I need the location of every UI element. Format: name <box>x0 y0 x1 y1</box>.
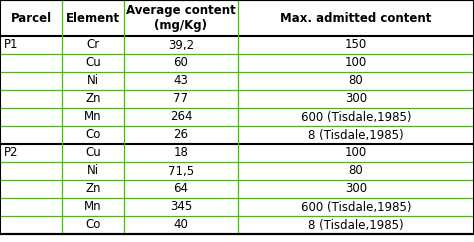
Text: Cu: Cu <box>85 146 101 159</box>
Text: Parcel: Parcel <box>10 12 52 24</box>
Text: 100: 100 <box>345 146 367 159</box>
Text: 40: 40 <box>173 219 189 232</box>
Text: 26: 26 <box>173 129 189 142</box>
Text: P2: P2 <box>4 146 18 159</box>
Text: Mn: Mn <box>84 111 102 123</box>
Text: 77: 77 <box>173 92 189 106</box>
Text: 71,5: 71,5 <box>168 165 194 177</box>
Text: Max. admitted content: Max. admitted content <box>280 12 432 24</box>
Text: Cu: Cu <box>85 56 101 69</box>
Text: Co: Co <box>85 129 100 142</box>
Text: 600 (Tisdale,1985): 600 (Tisdale,1985) <box>301 111 411 123</box>
Text: 300: 300 <box>345 92 367 106</box>
Text: Co: Co <box>85 219 100 232</box>
Text: Ni: Ni <box>87 75 99 88</box>
Text: 8 (Tisdale,1985): 8 (Tisdale,1985) <box>308 129 404 142</box>
Text: 39,2: 39,2 <box>168 38 194 52</box>
Text: Zn: Zn <box>85 182 101 196</box>
Text: 300: 300 <box>345 182 367 196</box>
Text: 8 (Tisdale,1985): 8 (Tisdale,1985) <box>308 219 404 232</box>
Text: 345: 345 <box>170 201 192 213</box>
Text: 18: 18 <box>173 146 189 159</box>
Text: 80: 80 <box>348 75 364 88</box>
Text: Mn: Mn <box>84 201 102 213</box>
Text: 64: 64 <box>173 182 189 196</box>
Text: 150: 150 <box>345 38 367 52</box>
Text: 100: 100 <box>345 56 367 69</box>
Text: Element: Element <box>66 12 120 24</box>
Text: 600 (Tisdale,1985): 600 (Tisdale,1985) <box>301 201 411 213</box>
Text: P1: P1 <box>4 38 18 52</box>
Text: 80: 80 <box>348 165 364 177</box>
Text: 264: 264 <box>170 111 192 123</box>
Text: Ni: Ni <box>87 165 99 177</box>
Text: 60: 60 <box>173 56 189 69</box>
Text: 43: 43 <box>173 75 189 88</box>
Text: Zn: Zn <box>85 92 101 106</box>
Text: Average content
(mg/Kg): Average content (mg/Kg) <box>126 4 236 32</box>
Text: Cr: Cr <box>86 38 100 52</box>
